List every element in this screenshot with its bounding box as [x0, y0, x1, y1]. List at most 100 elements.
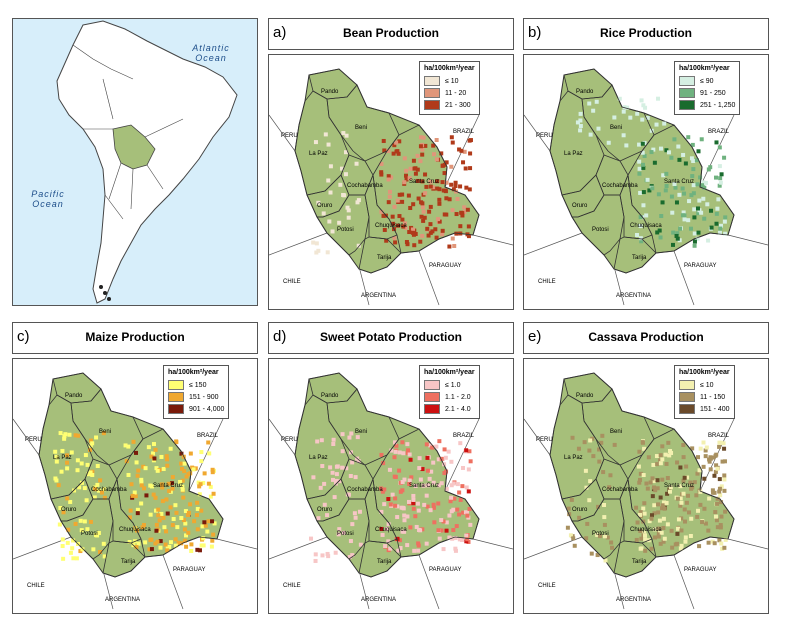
legend-row: ≤ 150	[168, 379, 224, 391]
panel-cassava-production: e) Cassava Production Pando Beni La Paz Cocha…	[523, 322, 769, 614]
legend-label: 2.1 - 4.0	[445, 405, 471, 413]
department-label: Cochabamba	[347, 487, 383, 493]
legend-swatch	[679, 88, 695, 98]
legend-title: ha/100km²/year	[679, 369, 730, 376]
bolivia-map-svg	[13, 372, 257, 610]
country-label: CHILE	[283, 583, 301, 589]
production-cells	[309, 431, 473, 563]
department-label: La Paz	[309, 151, 328, 157]
panel-rice-production: b) Rice Production Pando Beni La Paz Cochabam…	[523, 18, 769, 310]
department-label: Santa Cruz	[409, 483, 440, 489]
country-label: PARAGUAY	[429, 263, 462, 269]
department-label: Oruro	[317, 203, 333, 209]
legend-row: 91 - 250	[679, 87, 735, 99]
atlantic-ocean-label: Atlantic Ocean	[192, 43, 230, 63]
legend-row: 251 - 1,250	[679, 99, 735, 111]
legend: ha/100km²/year ≤ 1.0 1.1 - 2.0 2.1 - 4.0	[419, 365, 480, 419]
department-label: Santa Cruz	[664, 179, 695, 185]
legend-label: 151 - 900	[189, 393, 219, 401]
country-label: CHILE	[538, 279, 556, 285]
department-label: Tarija	[632, 559, 647, 565]
pacific-ocean-label: Pacific Ocean	[31, 189, 65, 209]
department-label: Potosi	[592, 227, 609, 233]
department-label: Santa Cruz	[153, 483, 184, 489]
country-label: CHILE	[538, 583, 556, 589]
production-cells	[53, 431, 217, 561]
legend-row: 151 - 400	[679, 403, 730, 415]
legend-row: 11 - 150	[679, 391, 730, 403]
legend-swatch	[168, 380, 184, 390]
country-label: ARGENTINA	[616, 597, 652, 603]
department-label: Chuquisaca	[630, 527, 662, 533]
legend-row: ≤ 90	[679, 75, 735, 87]
country-borders	[72, 44, 184, 220]
panel-bean-production: a) Bean Production Pando Beni La Paz Cochabam…	[268, 18, 514, 310]
country-label: BRAZIL	[453, 433, 475, 439]
legend-title: ha/100km²/year	[168, 369, 219, 376]
country-label: PERU	[281, 437, 298, 443]
country-label: ARGENTINA	[361, 597, 397, 603]
department-label: La Paz	[309, 455, 328, 461]
legend-row: 11 - 20	[424, 87, 475, 99]
bolivia-map-svg	[269, 372, 513, 610]
panel-map: Pando Beni La Paz Cochabamba Santa Cruz Oruro…	[523, 54, 769, 310]
production-cells	[575, 96, 728, 248]
country-label: CHILE	[27, 583, 45, 589]
department-label: Chuquisaca	[119, 527, 151, 533]
legend-swatch	[168, 392, 184, 402]
legend-row: ≤ 10	[424, 75, 475, 87]
department-label: Tarija	[632, 255, 647, 261]
country-label: PERU	[281, 133, 298, 139]
legend-swatch	[424, 100, 440, 110]
department-label: Oruro	[572, 203, 588, 209]
country-label: ARGENTINA	[105, 597, 141, 603]
department-label: Cochabamba	[602, 183, 638, 189]
legend: ha/100km²/year ≤ 10 11 - 150 151 - 400	[674, 365, 735, 419]
legend-label: ≤ 10	[700, 381, 714, 389]
panel-title: Maize Production	[85, 330, 185, 344]
panel-map: Pando Beni La Paz Cochabamba Santa Cruz Oruro…	[268, 54, 514, 310]
department-label: Pando	[576, 393, 594, 399]
department-label: Beni	[355, 125, 368, 131]
department-label: La Paz	[564, 455, 583, 461]
overview-map-panel: Atlantic Ocean Pacific Ocean	[12, 18, 258, 306]
department-label: Chuquisaca	[375, 223, 407, 229]
legend-row: 21 - 300	[424, 99, 475, 111]
country-label: PERU	[536, 133, 553, 139]
department-label: Cochabamba	[602, 487, 638, 493]
country-label: BRAZIL	[708, 129, 730, 135]
panel-letter: d)	[273, 328, 287, 345]
department-label: Tarija	[377, 255, 392, 261]
panel-title-box: a) Bean Production	[268, 18, 514, 50]
department-label: La Paz	[564, 151, 583, 157]
tierra-del-fuego	[99, 285, 111, 301]
country-label: PARAGUAY	[429, 567, 462, 573]
bolivia-map-svg	[524, 372, 768, 610]
legend-row: ≤ 1.0	[424, 379, 475, 391]
panel-title-box: b) Rice Production	[523, 18, 769, 50]
legend-title: ha/100km²/year	[679, 65, 730, 72]
legend-row: ≤ 10	[679, 379, 730, 391]
country-label: CHILE	[283, 279, 301, 285]
legend-label: 251 - 1,250	[700, 101, 736, 109]
legend-title: ha/100km²/year	[424, 369, 475, 376]
country-label: ARGENTINA	[361, 293, 397, 299]
department-label: Pando	[576, 89, 594, 95]
legend-row: 901 - 4,000	[168, 403, 224, 415]
legend-label: ≤ 90	[700, 77, 714, 85]
department-label: Beni	[99, 429, 112, 435]
panel-sweet-potato-production: d) Sweet Potato Production Pando Beni La Paz…	[268, 322, 514, 614]
legend: ha/100km²/year ≤ 10 11 - 20 21 - 300	[419, 61, 480, 115]
department-label: Pando	[321, 89, 339, 95]
legend-swatch	[424, 404, 440, 414]
department-label: Beni	[355, 429, 368, 435]
department-label: Beni	[610, 125, 623, 131]
legend-swatch	[424, 392, 440, 402]
panel-letter: c)	[17, 328, 30, 345]
legend-swatch	[424, 88, 440, 98]
legend-label: 91 - 250	[700, 89, 726, 97]
department-label: Potosi	[337, 227, 354, 233]
department-label: Oruro	[572, 507, 588, 513]
department-label: Oruro	[61, 507, 77, 513]
panel-map: Pando Beni La Paz Cochabamba Santa Cruz Oruro…	[268, 358, 514, 614]
